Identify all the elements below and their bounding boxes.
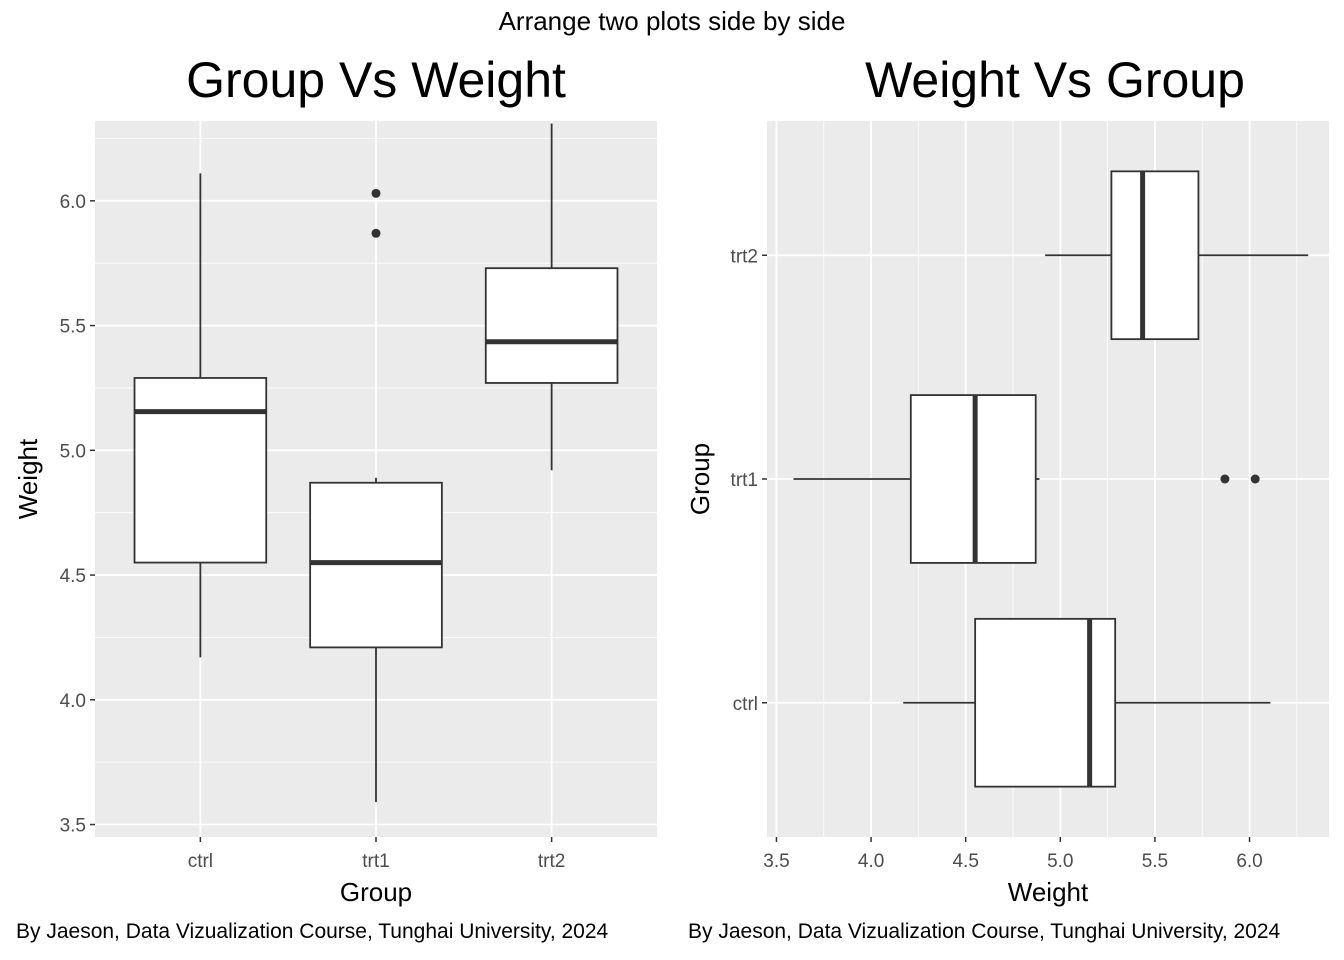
left-y-tick-label: 5.0 bbox=[60, 441, 86, 462]
left-y-axis-label: Weight bbox=[13, 438, 43, 519]
right-outlier-point bbox=[1220, 474, 1230, 484]
left-outlier-point bbox=[371, 228, 381, 238]
right-x-axis-label: Weight bbox=[1008, 877, 1089, 907]
left-box-trt2 bbox=[484, 267, 619, 384]
left-x-axis-label: Group bbox=[340, 877, 412, 907]
right-x-tick-label: 5.0 bbox=[1047, 851, 1073, 872]
right-outlier-point bbox=[1250, 474, 1260, 484]
left-y-tick-label: 6.0 bbox=[60, 192, 86, 213]
right-y-tick-label: trt2 bbox=[731, 246, 758, 267]
caption-left: By Jaeson, Data Vizualization Course, Tu… bbox=[16, 920, 609, 943]
left-y-tick-label: 4.5 bbox=[60, 566, 86, 587]
left-x-tick-label: trt2 bbox=[538, 851, 565, 872]
right-chart-title: Weight Vs Group bbox=[865, 52, 1245, 108]
caption-right: By Jaeson, Data Vizualization Course, Tu… bbox=[688, 920, 1281, 943]
right-x-tick-label: 6.0 bbox=[1236, 851, 1262, 872]
right-x-tick-label: 4.5 bbox=[952, 851, 978, 872]
left-y-tick-label: 4.0 bbox=[60, 691, 86, 712]
left-outlier-point bbox=[371, 188, 381, 198]
right-y-tick-label: trt1 bbox=[731, 470, 758, 491]
left-x-tick-label: ctrl bbox=[188, 851, 213, 872]
left-chart-title: Group Vs Weight bbox=[186, 52, 566, 108]
right-box-trt2 bbox=[1110, 170, 1200, 341]
right-x-tick-label: 4.0 bbox=[858, 851, 884, 872]
overall-title: Arrange two plots side by side bbox=[498, 6, 846, 36]
left-y-tick-label: 5.5 bbox=[60, 317, 86, 338]
right-y-tick-label: ctrl bbox=[733, 694, 758, 715]
left-y-tick-label: 3.5 bbox=[60, 816, 86, 837]
right-box-ctrl bbox=[974, 617, 1117, 788]
left-box-ctrl bbox=[133, 377, 268, 564]
left-x-tick-label: trt1 bbox=[362, 851, 389, 872]
right-x-tick-label: 5.5 bbox=[1142, 851, 1168, 872]
right-x-tick-label: 3.5 bbox=[763, 851, 789, 872]
right-y-axis-label: Group bbox=[685, 443, 715, 515]
